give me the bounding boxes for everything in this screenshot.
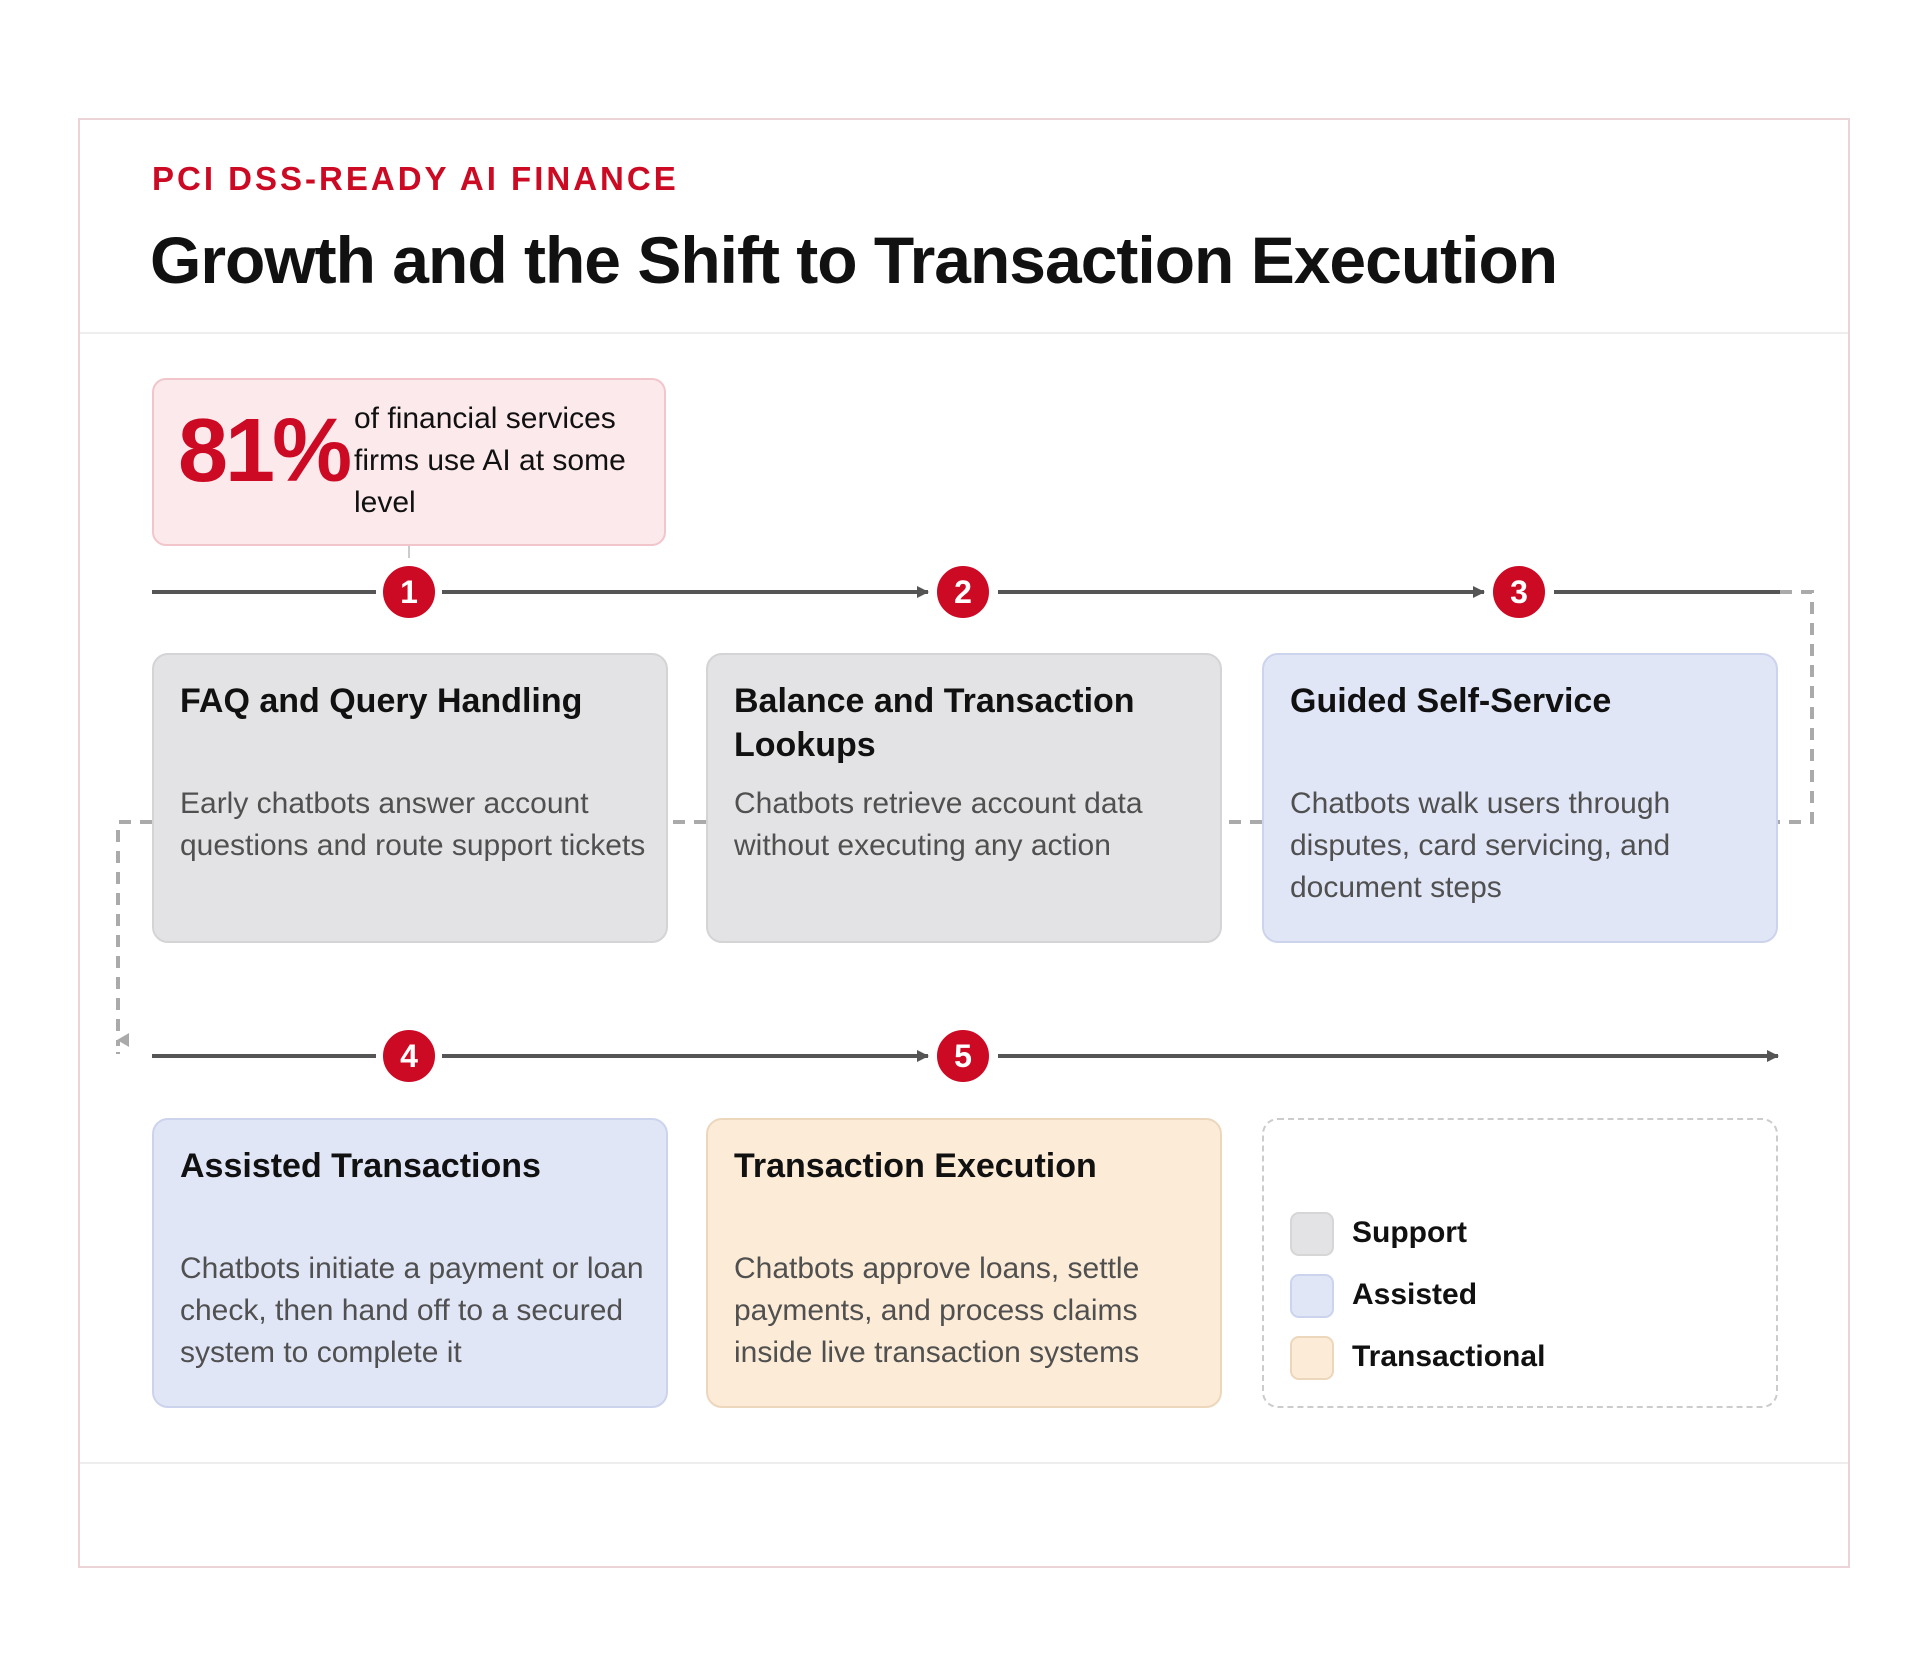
step-card-4: Assisted Transactions Chatbots initiate …: [152, 1118, 668, 1408]
step-card-description: Chatbots approve loans, settle payments,…: [734, 1252, 1140, 1369]
step-badge-5: 5: [934, 1027, 992, 1085]
stat-text: of financial services firms use AI at so…: [354, 402, 626, 519]
connector-right-loop: [1778, 590, 1814, 824]
step-card-5: Transaction Execution Chatbots approve l…: [706, 1118, 1222, 1408]
step-card-description: Early chatbots answer account questions …: [180, 787, 646, 862]
legend-swatch-assisted: [1290, 1274, 1334, 1318]
step-badge-4: 4: [380, 1027, 438, 1085]
step-card-3: Guided Self-Service Chatbots walk users …: [1262, 653, 1778, 943]
step-badge-2: 2: [934, 563, 992, 621]
legend-swatch-transactional: [1290, 1336, 1334, 1380]
step-card-description: Chatbots walk users through disputes, ca…: [1290, 787, 1671, 904]
step-badge-1: 1: [380, 563, 438, 621]
connector-left-down: [116, 820, 152, 1047]
step-card-title: FAQ and Query Handling: [180, 682, 583, 720]
step-card-description: Chatbots retrieve account data without e…: [734, 787, 1143, 862]
footer-divider: [80, 1462, 1848, 1464]
step-card-title: Guided Self-Service: [1290, 682, 1612, 720]
legend: Support Assisted Transactional: [1262, 1118, 1778, 1408]
step-card-title: Assisted Transactions: [180, 1147, 541, 1185]
stat-callout: 81% of financial services firms use AI a…: [152, 378, 666, 546]
step-card-description: Chatbots initiate a payment or loan chec…: [180, 1252, 644, 1369]
legend-label: Support: [1352, 1216, 1467, 1249]
legend-swatch-support: [1290, 1212, 1334, 1256]
step-card-title: Balance and Transaction Lookups: [734, 682, 1135, 764]
step-card-1: FAQ and Query Handling Early chatbots an…: [152, 653, 668, 943]
eyebrow-label: PCI DSS-READY AI FINANCE: [152, 160, 679, 197]
legend-label: Assisted: [1352, 1278, 1478, 1311]
header-divider: [80, 332, 1848, 334]
step-card-2: Balance and Transaction Lookups Chatbots…: [706, 653, 1222, 943]
step-card-title: Transaction Execution: [734, 1147, 1097, 1185]
stat-pointer: [408, 546, 410, 558]
legend-label: Transactional: [1352, 1340, 1546, 1373]
stat-value: 81%: [178, 401, 352, 501]
step-badge-3: 3: [1490, 563, 1548, 621]
page-title: Growth and the Shift to Transaction Exec…: [150, 223, 1558, 297]
